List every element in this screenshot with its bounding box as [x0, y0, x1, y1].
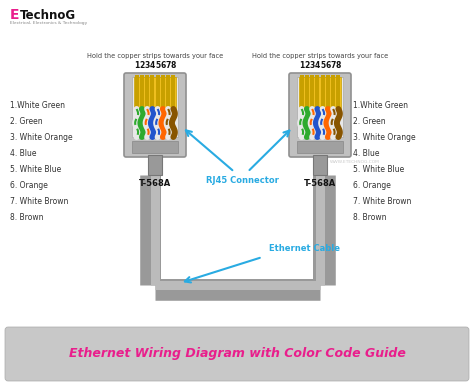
Text: 6. Orange: 6. Orange [10, 180, 48, 190]
Text: 2. Green: 2. Green [10, 116, 43, 125]
Text: Ethernet Wiring Diagram with Color Code Guide: Ethernet Wiring Diagram with Color Code … [69, 348, 405, 361]
Text: 6: 6 [160, 61, 165, 70]
Text: 3. White Orange: 3. White Orange [10, 132, 73, 142]
Text: 1.White Green: 1.White Green [353, 101, 408, 110]
Text: WWW.ETECHNOG.COM: WWW.ETECHNOG.COM [330, 160, 380, 164]
Text: 8. Brown: 8. Brown [10, 212, 44, 221]
Text: 4: 4 [315, 61, 320, 70]
Text: TechnoG: TechnoG [20, 9, 76, 22]
Text: 4: 4 [150, 61, 155, 70]
Text: 1.White Green: 1.White Green [10, 101, 65, 110]
Bar [134, 77, 176, 109]
Bar [299, 77, 341, 109]
Text: 6. Orange: 6. Orange [353, 180, 391, 190]
Text: T-568A: T-568A [139, 179, 171, 188]
Text: 1: 1 [299, 61, 304, 70]
Bar [297, 141, 343, 153]
Text: 6: 6 [325, 61, 330, 70]
Text: 4. Blue: 4. Blue [353, 149, 380, 158]
Text: 2: 2 [304, 61, 310, 70]
Text: 3: 3 [145, 61, 150, 70]
Text: 7. White Brown: 7. White Brown [353, 197, 411, 205]
Bar [297, 77, 343, 137]
Text: 4. Blue: 4. Blue [10, 149, 36, 158]
Text: 5: 5 [320, 61, 325, 70]
Bar [148, 155, 162, 175]
Text: 2. Green: 2. Green [353, 116, 386, 125]
Text: 8: 8 [336, 61, 341, 70]
FancyBboxPatch shape [5, 327, 469, 381]
Text: E: E [10, 8, 19, 22]
Text: 1: 1 [134, 61, 139, 70]
Text: 8. Brown: 8. Brown [353, 212, 386, 221]
Bar [313, 155, 327, 175]
Text: 2: 2 [139, 61, 145, 70]
Text: RJ45 Connector: RJ45 Connector [206, 176, 279, 185]
Text: 7: 7 [330, 61, 336, 70]
Text: 7: 7 [165, 61, 171, 70]
Text: 8: 8 [171, 61, 176, 70]
Text: 7. White Brown: 7. White Brown [10, 197, 68, 205]
Bar [132, 141, 178, 153]
Text: 5. White Blue: 5. White Blue [353, 164, 404, 173]
FancyBboxPatch shape [289, 73, 351, 157]
Text: 5. White Blue: 5. White Blue [10, 164, 61, 173]
Text: 3: 3 [310, 61, 315, 70]
Bar [162, 175, 313, 279]
Text: 3. White Orange: 3. White Orange [353, 132, 416, 142]
Text: Hold the copper strips towards your face: Hold the copper strips towards your face [252, 53, 388, 59]
Text: 5: 5 [155, 61, 160, 70]
Text: Hold the copper strips towards your face: Hold the copper strips towards your face [87, 53, 223, 59]
FancyBboxPatch shape [124, 73, 186, 157]
Text: Electrical, Electronics & Technology: Electrical, Electronics & Technology [10, 21, 87, 25]
Bar [132, 77, 178, 137]
Text: T-568A: T-568A [304, 179, 336, 188]
Text: Ethernet Cable: Ethernet Cable [270, 244, 340, 253]
